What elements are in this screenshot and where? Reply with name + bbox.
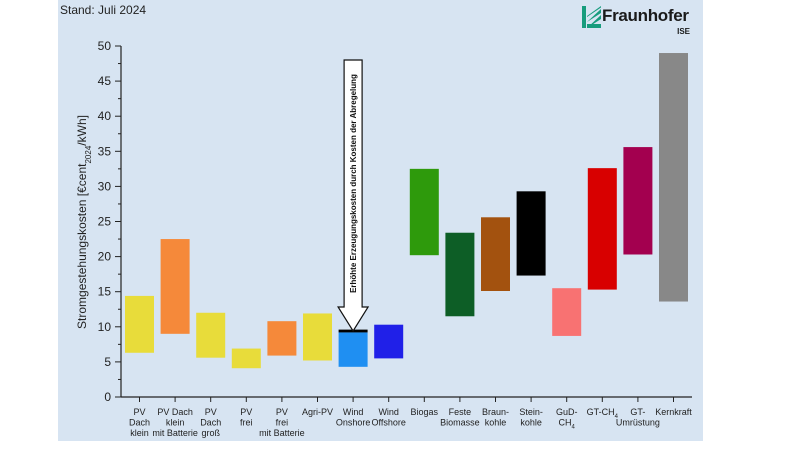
category-label: PV Dach bbox=[157, 407, 193, 417]
category-label: klein bbox=[130, 428, 149, 438]
range-bar bbox=[160, 239, 190, 334]
annotation: Erhöhte Erzeugungskosten durch Kosten de… bbox=[337, 59, 370, 333]
category-label: Offshore bbox=[372, 418, 406, 428]
category-label: Kernkraft bbox=[655, 407, 692, 417]
range-bar bbox=[374, 324, 404, 359]
y-tick-label: 0 bbox=[104, 390, 111, 404]
y-tick-label: 10 bbox=[98, 320, 112, 334]
y-tick-label: 20 bbox=[98, 250, 112, 264]
category-label: GuD- bbox=[556, 407, 578, 417]
category-label: Braun- bbox=[482, 407, 509, 417]
category-label: groß bbox=[201, 428, 220, 438]
category-label: klein bbox=[166, 418, 185, 428]
category-label: Agri-PV bbox=[302, 407, 333, 417]
category-label: GT- bbox=[630, 407, 645, 417]
range-bar bbox=[481, 217, 510, 291]
category-label: Umrüstung bbox=[616, 418, 660, 428]
y-axis: 0 5 10 15 20 25 30 35 40 45 50 bbox=[98, 39, 122, 404]
range-bar bbox=[516, 191, 546, 276]
category-label: Biogas bbox=[411, 407, 439, 417]
logo-sub-text: ISE bbox=[677, 27, 690, 36]
range-bar bbox=[587, 168, 617, 290]
fraunhofer-logo-icon bbox=[582, 6, 601, 28]
y-axis-label: Stromgestehungskosten [€cent2024/kWh] bbox=[75, 115, 93, 329]
category-label: Wind bbox=[378, 407, 399, 417]
range-bar bbox=[552, 288, 582, 336]
range-bar bbox=[338, 332, 368, 367]
range-bar bbox=[196, 312, 226, 358]
annotation-arrow bbox=[337, 59, 370, 333]
category-label: mit Batterie bbox=[259, 428, 305, 438]
y-tick-label: 25 bbox=[98, 215, 112, 229]
category-label: kohle bbox=[485, 418, 507, 428]
category-label: frei bbox=[240, 418, 253, 428]
y-tick-label: 45 bbox=[98, 74, 112, 88]
bars bbox=[125, 53, 688, 369]
category-label: GT-CH4 bbox=[587, 407, 619, 420]
range-bar bbox=[267, 321, 297, 356]
y-tick-label: 40 bbox=[98, 109, 112, 123]
category-label: frei bbox=[276, 418, 289, 428]
category-label: Wind bbox=[343, 407, 364, 417]
category-label: mit Batterie bbox=[152, 428, 198, 438]
category-label: Biomasse bbox=[440, 418, 480, 428]
annotation-text: Erhöhte Erzeugungskosten durch Kosten de… bbox=[349, 74, 358, 293]
category-label: Stein- bbox=[519, 407, 543, 417]
x-axis bbox=[121, 396, 692, 402]
category-label: PV bbox=[240, 407, 252, 417]
range-bar bbox=[231, 348, 261, 369]
range-bar bbox=[623, 147, 653, 255]
y-tick-label: 35 bbox=[98, 144, 112, 158]
category-label: Onshore bbox=[336, 418, 371, 428]
category-label: PV bbox=[276, 407, 288, 417]
y-tick-label: 30 bbox=[98, 179, 112, 193]
fraunhofer-logo: Fraunhofer ISE bbox=[580, 4, 698, 40]
y-tick-label: 5 bbox=[104, 355, 111, 369]
stand-date: Stand: Juli 2024 bbox=[60, 3, 147, 17]
y-tick-label: 50 bbox=[98, 39, 112, 53]
category-label: Feste bbox=[449, 407, 472, 417]
category-label: Dach bbox=[129, 418, 150, 428]
category-label: PV bbox=[205, 407, 217, 417]
range-bar bbox=[445, 232, 475, 317]
logo-brand-text: Fraunhofer bbox=[602, 6, 689, 25]
range-bar bbox=[659, 53, 688, 302]
range-bar bbox=[303, 313, 332, 361]
category-label: Dach bbox=[200, 418, 221, 428]
category-label: PV bbox=[133, 407, 145, 417]
category-label: kohle bbox=[520, 418, 542, 428]
y-tick-label: 15 bbox=[98, 285, 112, 299]
range-bar bbox=[125, 295, 154, 353]
range-bar bbox=[409, 168, 439, 256]
category-label: CH4 bbox=[559, 418, 576, 431]
